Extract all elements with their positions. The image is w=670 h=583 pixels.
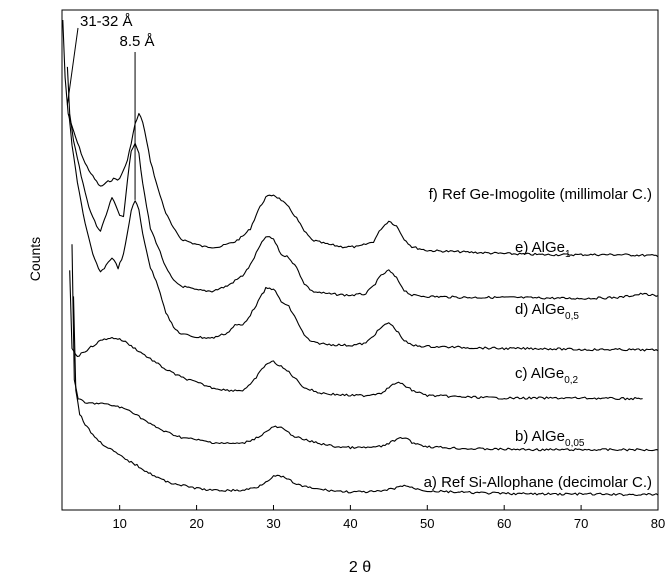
x-axis-ticks: 10 20 30 40 50 60 70 80: [112, 505, 665, 531]
curves: [62, 19, 659, 497]
x-axis-label: 2 θ: [349, 559, 371, 576]
series-line-a: [72, 296, 659, 497]
x-tick-label: 70: [574, 516, 588, 531]
plot-frame: [61, 9, 659, 511]
x-tick-label: 10: [112, 516, 126, 531]
annotation-leader-31-32: [66, 27, 79, 105]
series-label-c: c) AlGe0,2: [515, 365, 579, 386]
x-tick-label: 40: [343, 516, 357, 531]
series-line-e: [66, 66, 659, 300]
x-tick-label: 80: [651, 516, 665, 531]
series-line-d: [68, 113, 659, 352]
series-line-b: [71, 244, 659, 452]
x-tick-label: 50: [420, 516, 434, 531]
annotation-31-32-angstrom: 31-32 Å: [80, 13, 133, 30]
series-line-c: [69, 270, 643, 401]
x-tick-label: 30: [266, 516, 280, 531]
series-label-e: e) AlGe1: [515, 239, 571, 260]
series-line-f: [62, 19, 659, 258]
series-label-f: f) Ref Ge-Imogolite (millimolar C.): [429, 186, 652, 203]
series-label-a: a) Ref Si-Allophane (decimolar C.): [424, 474, 652, 491]
series-labels: f) Ref Ge-Imogolite (millimolar C.) e) Al…: [424, 186, 652, 491]
series-label-d: d) AlGe0,5: [515, 301, 579, 322]
annotation-8-5-angstrom: 8.5 Å: [120, 33, 155, 50]
series-label-b: b) AlGe0,05: [515, 428, 585, 449]
annotations: 31-32 Å 8.5 Å: [66, 13, 155, 200]
y-axis-label: Counts: [27, 237, 43, 281]
x-tick-label: 60: [497, 516, 511, 531]
x-tick-label: 20: [189, 516, 203, 531]
